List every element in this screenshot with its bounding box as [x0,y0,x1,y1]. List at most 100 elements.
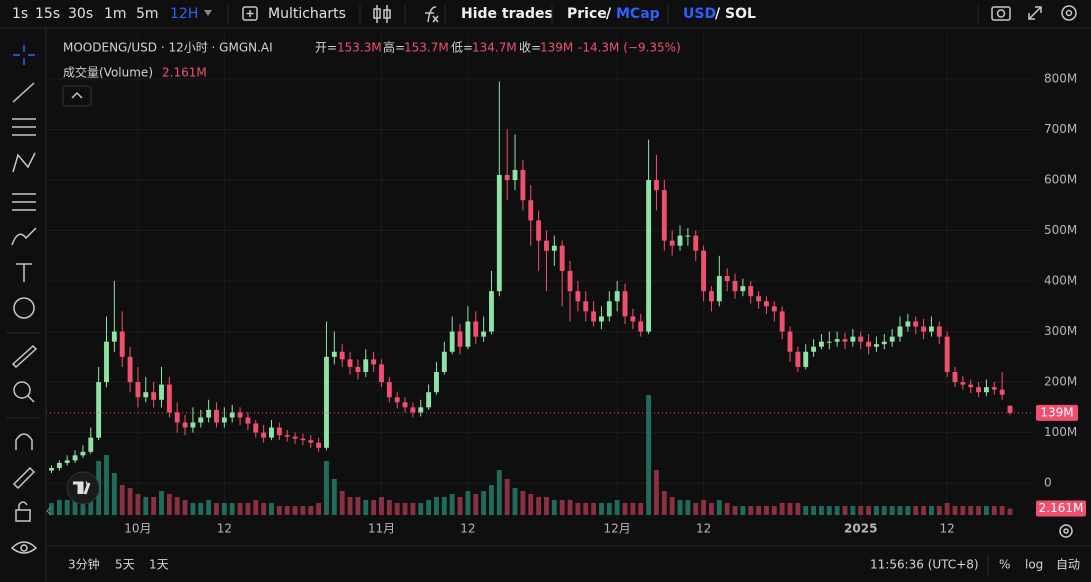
candle-body [921,326,927,332]
range-button[interactable]: 3分钟 [68,557,100,572]
interval[interactable]: 1s [12,6,28,22]
candle-body [976,387,982,393]
auto-toggle[interactable]: 自动 [1056,558,1080,572]
visibility-tool[interactable] [10,541,38,554]
candle-body [119,331,125,357]
candle-body [261,432,267,438]
candle-body [842,339,848,342]
candle-icon[interactable] [376,5,388,23]
lock-tool[interactable] [15,509,31,522]
volume-bar [410,503,416,515]
volume-bar [174,497,180,515]
volume-bar [881,506,887,515]
volume-bar [489,485,494,515]
pattern-tool[interactable] [12,152,36,173]
volume-bar [913,506,919,515]
volume-bar [56,500,62,515]
volume-bar [64,500,70,515]
candle-body [489,291,494,332]
lock-drawing-tool[interactable] [12,466,36,490]
axis-settings[interactable] [1059,524,1073,538]
volume-bar [159,491,164,515]
volume-bar [512,488,518,515]
volume-bar [803,506,809,515]
volume-bar [198,503,204,515]
candle-body [496,174,502,292]
volume-bar [646,395,652,515]
volume-bar [654,470,659,515]
candle-body [551,245,557,251]
interval[interactable]: 30s [68,6,93,22]
volume-bar [929,506,934,515]
price-toggle[interactable]: Price [567,6,607,22]
volume-bar [551,500,557,515]
candle-body [371,359,377,365]
candle-body [245,417,251,424]
range-button[interactable]: 1天 [149,558,169,572]
zoom-tool[interactable] [13,381,31,399]
percent-toggle[interactable]: % [999,558,1010,572]
plus-icon [246,10,254,17]
indicators-icon[interactable] [425,6,437,23]
candle-body [819,341,824,347]
volume-bar [355,497,361,515]
volume-bar [559,500,565,515]
scroll-left[interactable] [46,506,52,516]
emoji-tool[interactable] [13,297,35,319]
candle-body [716,276,722,302]
volume-bar [952,506,958,515]
candle-body [614,291,620,302]
volume-bar [826,506,832,515]
y-tick-label: 300M [1044,324,1077,338]
screenshot-icon[interactable] [991,6,1011,21]
candle-body [858,336,864,342]
text-tool[interactable] [16,263,32,282]
multicharts-button[interactable]: Multicharts [268,6,346,22]
hide-trades-button[interactable]: Hide trades [461,6,553,22]
candle-body [866,341,872,347]
volume-bar [544,497,549,515]
slash: / [606,6,612,22]
volume-bar [206,500,212,515]
volume-bar [779,503,785,515]
sol-toggle[interactable]: SOL [725,6,756,22]
ruler-tool[interactable] [11,344,38,369]
dropdown-caret[interactable] [204,10,212,16]
candle-body [166,384,172,413]
range-button[interactable]: 5天 [115,558,135,572]
line-tool[interactable] [12,82,35,103]
fib-tool[interactable] [12,193,36,211]
candle-body [441,351,447,372]
settings-icon[interactable] [1061,5,1077,21]
candle-body [709,291,714,302]
crosshair-tool[interactable] [13,45,35,65]
interval-active[interactable]: 12H [170,6,198,22]
candle-body [685,235,691,237]
candle-body [174,412,180,423]
usd-toggle[interactable]: USD [683,6,716,22]
x-tick-label: 12 [696,522,711,536]
magnet-tool[interactable] [15,433,33,450]
volume-bar [599,503,604,515]
y-tick-label: 100M [1044,425,1077,439]
channel-tool[interactable] [12,118,36,136]
collapse-button[interactable] [62,85,92,107]
candle-body [64,460,70,463]
volume-bar [756,506,762,515]
log-toggle[interactable]: log [1025,558,1043,572]
candle-body [929,326,934,332]
candle-body [952,371,958,383]
candle-body [693,235,699,251]
mcap-toggle[interactable]: MCap [616,6,660,22]
brush-tool[interactable] [11,227,37,246]
multicharts-icon[interactable] [242,6,258,21]
interval[interactable]: 1m [104,6,127,22]
x-tick-label: 12 [217,522,232,536]
fullscreen-icon[interactable] [1028,6,1042,20]
interval[interactable]: 5m [136,6,159,22]
interval[interactable]: 15s [35,6,60,22]
candle-body [669,240,675,246]
candle-body [591,311,597,322]
y-tick-label: 800M [1044,72,1077,86]
